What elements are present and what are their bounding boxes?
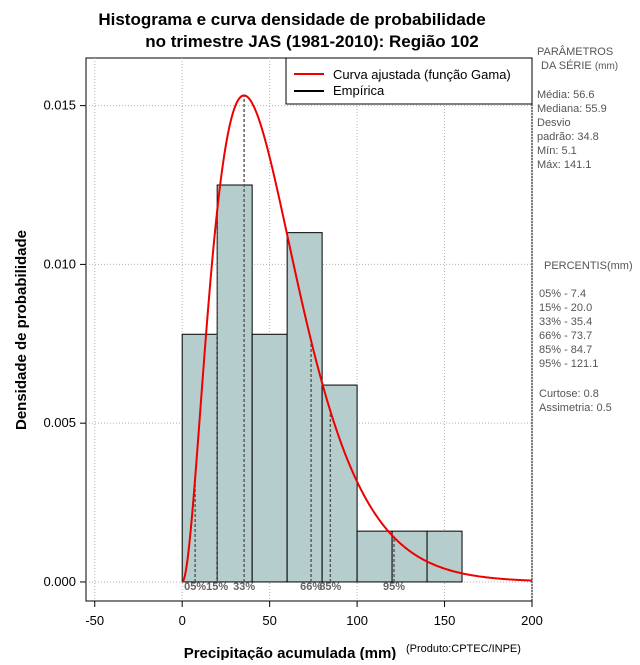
product-credit: (Produto:CPTEC/INPE)	[406, 643, 521, 655]
params-header-2: DA SÉRIE (mm)	[541, 59, 618, 72]
stat-desvio-label: Desvio	[537, 117, 571, 129]
y-tick-label-1: 0.005	[43, 415, 76, 430]
y-tick-label-0: 0.000	[43, 574, 76, 589]
x-tick-label-3: 100	[346, 613, 368, 628]
legend-box	[285, 57, 533, 105]
y-tick-label-3: 0.015	[43, 98, 76, 113]
x-tick-label-2: 50	[262, 613, 276, 628]
percentil-85: 85% - 84.7	[539, 344, 592, 356]
histogram-bar-4	[321, 384, 358, 583]
percentil-15: 15% - 20.0	[539, 302, 592, 314]
stat-desvio-padrao: padrão: 34.8	[537, 131, 599, 143]
y-axis-ticks: 0.000 0.005 0.010 0.015	[43, 98, 86, 589]
stat-media: Média: 56.6	[537, 89, 594, 101]
histogram-bar-3	[286, 232, 323, 583]
stat-max: Máx: 141.1	[537, 159, 591, 171]
histogram-bar-5	[356, 530, 393, 583]
stat-assimetria: Assimetria: 0.5	[539, 402, 612, 414]
x-axis-label: Precipitação acumulada (mm)	[184, 645, 397, 660]
histogram-bar-0	[181, 333, 218, 583]
percentil-05: 05% - 7.4	[539, 288, 586, 300]
chart-title-line1: Histograma e curva densidade de probabil…	[98, 10, 485, 29]
x-axis-ticks: -50 0 50 100 150 200	[85, 601, 543, 628]
params-header-da-serie: DA SÉRIE	[541, 59, 592, 72]
histogram-bar-2	[251, 333, 288, 583]
stat-min: Mín: 5.1	[537, 145, 577, 157]
percentile-label-33%: 33%	[233, 581, 255, 593]
gamma-curve	[181, 94, 533, 583]
histogram-bar-6	[391, 530, 428, 583]
percentile-label-66%: 66%	[300, 581, 322, 593]
percentile-lines	[194, 95, 395, 582]
percentil-95: 95% - 121.1	[539, 358, 598, 370]
percentil-33: 33% - 35.4	[539, 316, 592, 328]
legend-label-fitted: Curva ajustada (função Gama)	[333, 67, 511, 82]
legend: Curva ajustada (função Gama) Empírica	[285, 57, 533, 105]
percentile-label-05%: 05%	[184, 581, 206, 593]
stat-mediana: Mediana: 55.9	[537, 103, 607, 115]
percentile-label-85%: 85%	[319, 581, 341, 593]
y-tick-label-2: 0.010	[43, 256, 76, 271]
x-tick-label-0: -50	[85, 613, 104, 628]
legend-label-empirical: Empírica	[333, 83, 385, 98]
histogram-bar-1	[216, 184, 253, 583]
chart-title-line2: no trimestre JAS (1981-2010): Região 102	[145, 32, 479, 51]
params-unit: (mm)	[595, 61, 618, 72]
side-panel: PARÂMETROS DA SÉRIE (mm) Média: 56.6 Med…	[537, 45, 633, 414]
x-tick-label-4: 150	[434, 613, 456, 628]
percentile-label-95%: 95%	[383, 581, 405, 593]
percentile-label-15%: 15%	[206, 581, 228, 593]
histogram-bars	[181, 184, 463, 583]
stat-curtose: Curtose: 0.8	[539, 388, 599, 400]
params-header: PARÂMETROS	[537, 45, 613, 58]
percentile-labels: 05% 15% 33% 66%85% 95%	[184, 581, 405, 593]
percentis-header: PERCENTIS(mm)	[544, 260, 633, 272]
x-tick-label-5: 200	[521, 613, 543, 628]
x-tick-label-1: 0	[179, 613, 186, 628]
percentil-66: 66% - 73.7	[539, 330, 592, 342]
histogram-bar-7	[426, 530, 463, 583]
y-axis-label: Densidade de probabilidade	[13, 230, 30, 430]
